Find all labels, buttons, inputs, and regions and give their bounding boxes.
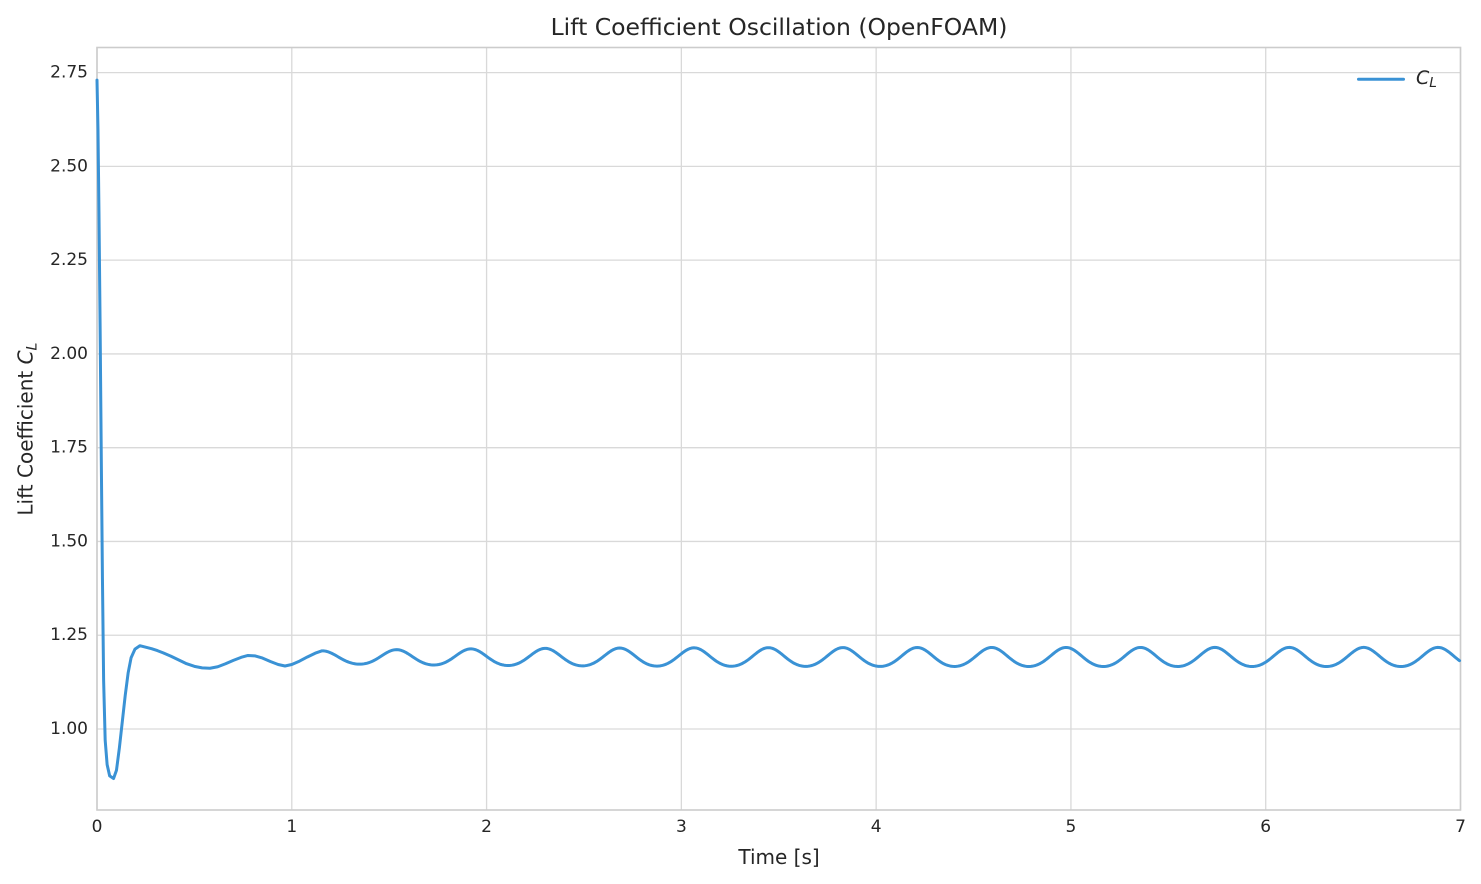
y-tick-label: 2.75 — [50, 63, 88, 83]
x-tick-label: 2 — [481, 817, 492, 837]
chart-title: Lift Coefficient Oscillation (OpenFOAM) — [550, 13, 1008, 41]
lift-coefficient-line — [95, 78, 1462, 780]
y-axis-math-symbol: C — [13, 350, 38, 365]
x-tick-label: 3 — [676, 817, 687, 837]
legend: CL — [1357, 67, 1437, 91]
y-tick-label: 2.50 — [50, 156, 88, 176]
y-tick-label: 2.25 — [50, 250, 88, 270]
x-tick-label: 1 — [286, 817, 297, 837]
y-axis-label: Lift Coefficient CL — [14, 342, 41, 515]
plot-border — [96, 46, 1462, 811]
y-tick-labels: 1.00 1.25 1.50 1.75 2.00 2.25 2.50 2.75 — [50, 63, 88, 739]
y-tick-label: 1.25 — [50, 625, 88, 645]
legend-line-swatch — [1357, 77, 1405, 81]
legend-math-subscript: L — [1429, 75, 1437, 92]
y-tick-label: 1.75 — [50, 438, 88, 458]
legend-label: CL — [1416, 67, 1437, 91]
y-tick-label: 2.00 — [50, 344, 88, 364]
x-tick-label: 6 — [1260, 817, 1271, 837]
y-tick-label: 1.00 — [50, 719, 88, 739]
legend-math-symbol: C — [1416, 66, 1430, 89]
x-tick-label: 0 — [92, 817, 103, 837]
y-axis-label-text: Lift Coefficient — [13, 364, 38, 516]
x-tick-label: 5 — [1066, 817, 1077, 837]
plot-frame — [96, 46, 1462, 811]
y-axis-math-subscript: L — [24, 342, 41, 351]
x-axis-label: Time [s] — [738, 845, 820, 869]
grid-lines — [96, 47, 1462, 810]
x-tick-labels: 0 1 2 3 4 5 6 7 — [92, 817, 1466, 837]
x-tick-label: 7 — [1455, 817, 1466, 837]
x-tick-label: 4 — [871, 817, 882, 837]
y-tick-label: 1.50 — [50, 531, 88, 551]
